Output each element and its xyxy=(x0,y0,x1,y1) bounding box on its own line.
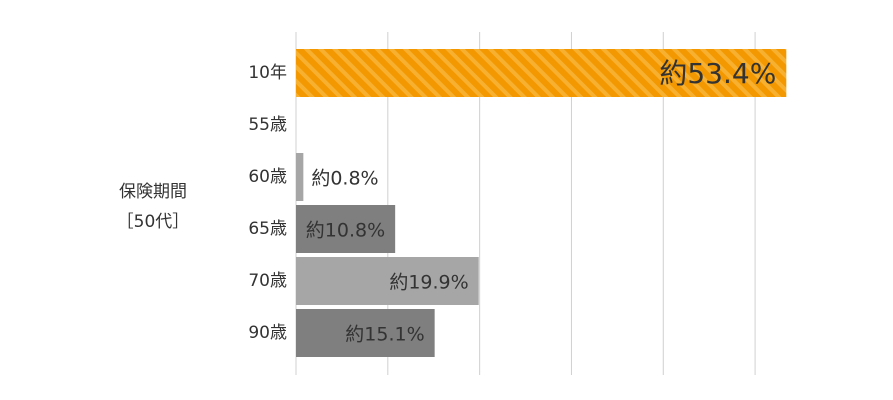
value-label: 約53.4% xyxy=(659,57,776,90)
bar xyxy=(296,257,479,305)
bar xyxy=(296,49,787,97)
y-axis-title: ［50代］ xyxy=(117,212,190,232)
value-label: 約0.8% xyxy=(311,168,378,190)
y-tick-label: 65歳 xyxy=(248,219,287,239)
bar xyxy=(296,205,396,253)
y-tick-label: 55歳 xyxy=(248,115,287,135)
value-label: 約10.8% xyxy=(306,220,385,242)
y-axis-title: 保険期間 xyxy=(119,182,187,202)
y-tick-label: 90歳 xyxy=(248,323,287,343)
bar xyxy=(296,309,435,357)
value-label: 約15.1% xyxy=(345,324,424,346)
y-tick-label: 60歳 xyxy=(248,167,287,187)
y-tick-label: 10年 xyxy=(248,63,287,83)
value-label: 約19.9% xyxy=(389,272,468,294)
bar xyxy=(296,153,304,201)
y-tick-label: 70歳 xyxy=(248,271,287,291)
